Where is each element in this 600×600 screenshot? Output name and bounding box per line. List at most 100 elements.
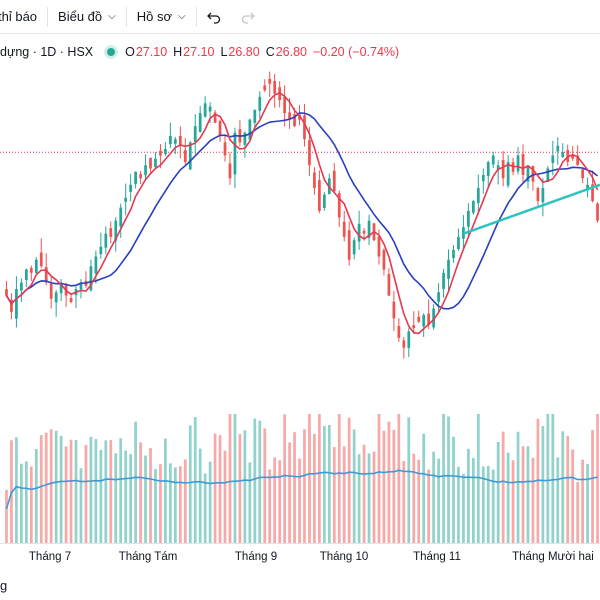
indicators-label: thỉ báo [0,9,38,24]
candle-body [15,289,18,319]
redo-icon [241,12,255,24]
volume-bar [74,440,78,544]
volume-bar [596,414,599,544]
volume-bar [178,466,182,544]
candle-body [308,140,311,166]
volume-bar [506,452,510,544]
volume-bar [561,431,565,544]
candle-body [551,155,555,163]
volume-bar [586,463,589,544]
candle-body [114,220,118,241]
candle-body [342,221,346,237]
candle-body [367,220,371,238]
volume-bar [327,424,331,544]
volume-bar [372,451,376,544]
profile-menu-button[interactable]: Hồ sơ ⌵ [127,0,196,34]
candle-body [486,161,490,176]
volume-bar [159,464,162,544]
candle-body [129,184,133,192]
high-value: 27.10 [183,45,215,59]
candle-body [362,230,366,234]
volume-bar [173,467,177,544]
volume-bar [382,430,386,544]
time-axis[interactable]: Tháng 7 Tháng Tám Tháng 9 Tháng 10 Tháng… [0,543,600,571]
volume-bar [144,455,147,544]
candle-body [139,174,142,179]
volume-bar [367,453,371,544]
candle-body [59,282,63,294]
volume-bar [44,432,48,544]
close-label: C [265,45,275,59]
volume-bar [39,435,43,544]
price-chart[interactable] [0,34,600,600]
charts-menu-button[interactable]: Biểu đồ ⌵ [48,0,126,34]
close-value: 26.80 [275,45,307,59]
candle-body [491,155,495,165]
candle-body [596,203,599,221]
candle-body [288,112,291,120]
redo-button[interactable] [231,0,265,34]
undo-button[interactable] [197,0,231,34]
ma-slow-line [5,112,598,310]
volume-bar [496,442,500,544]
candle-body [149,157,152,169]
toolbar-divider [195,6,197,27]
volume-bar [164,438,167,544]
volume-bar [347,417,351,544]
profile-menu-label: Hồ sơ [136,9,172,24]
volume-bar [516,431,520,544]
volume-bar [486,465,490,544]
candle-body [44,267,48,283]
volume-bar [15,437,18,544]
candle-body [337,193,341,218]
volume-bar [457,466,460,544]
volume-bar [253,418,257,544]
volume-bar [511,460,515,544]
candle-body [576,155,580,166]
candle-body [293,114,296,127]
candle-body [273,80,277,94]
candle-body [69,297,73,303]
candle-body [402,340,406,348]
volume-bar [556,457,560,544]
candle-body [54,292,58,303]
bottom-left-text: g [0,578,8,593]
candle-body [159,150,162,156]
candle-body [387,274,391,296]
candle-body [218,120,222,136]
volume-bar [481,466,485,544]
candle-body [397,326,401,338]
candle-body [104,233,108,248]
candle-body [452,249,455,258]
volume-bar [258,420,262,544]
series-legend: dựng · 1D · HSX O 27.10 H 27.10 L 26.80 … [0,42,405,62]
volume-bar [476,414,480,544]
volume-bar [119,438,123,544]
volume-bar [377,414,381,544]
candle-body [10,299,13,312]
candle-body [382,249,386,270]
indicators-button[interactable]: thỉ báo [0,0,47,34]
candle-body [29,267,33,273]
volume-bar [79,468,83,544]
volume-bar [422,433,426,544]
volume-bar [193,417,197,544]
candle-body [233,132,237,175]
volume-bar [233,414,237,544]
volume-bar [581,459,584,544]
volume-bar [332,447,336,544]
volume-bar [288,442,291,544]
volume-bar [293,432,296,544]
volume-bar [20,463,23,544]
volume-bar [283,414,286,544]
volume-bar [491,469,495,544]
time-axis-label: Tháng 7 [28,551,72,563]
candle-body [352,240,356,255]
low-label: L [220,45,228,59]
volume-bar [198,448,202,544]
volume-bar [228,414,232,544]
candle-body [144,165,147,176]
volume-bar [357,454,361,544]
market-status-icon [107,48,116,56]
chevron-down-icon: ⌵ [178,11,186,22]
